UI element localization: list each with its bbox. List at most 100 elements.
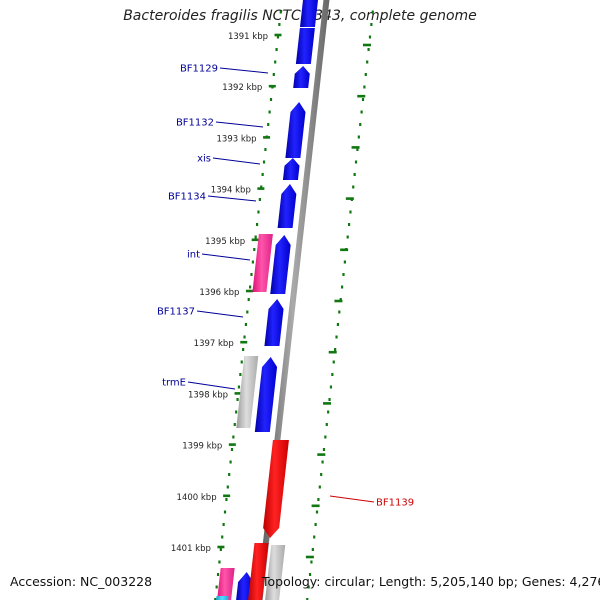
minor-tick-mark: [328, 350, 337, 354]
guide-dot: [327, 410, 330, 414]
guide-dot: [346, 235, 349, 239]
minor-tick-mark: [311, 504, 320, 508]
kbp-tick-label: 1400 kbp: [177, 493, 217, 503]
gene-label-bf1129: BF1129: [180, 64, 218, 75]
guide-dot: [260, 185, 263, 189]
cyan-feature: [216, 596, 229, 600]
guide-dot: [371, 10, 374, 14]
gene-label-trme: trmE: [162, 378, 186, 389]
kbp-tick-mark: [228, 443, 236, 446]
feature-track: [216, 0, 318, 600]
guide-dot: [222, 523, 225, 526]
guide-dot: [307, 585, 310, 589]
kbp-tick-label: 1399 kbp: [182, 442, 222, 452]
kbp-tick-label: 1397 kbp: [194, 339, 234, 349]
guide-dot: [228, 473, 231, 476]
guide-dot: [321, 460, 324, 464]
guide-dot: [262, 160, 266, 164]
guide-dot: [343, 260, 346, 264]
minor-tick-mark: [357, 94, 366, 98]
minor-tick-mark: [362, 43, 371, 47]
guide-dot: [361, 98, 365, 101]
guide-dot: [360, 110, 363, 114]
guide-dot: [364, 73, 367, 76]
cds-forward: [282, 158, 300, 180]
guide-dot: [272, 73, 275, 76]
guide-dot: [258, 198, 261, 201]
gene-label-bf1132: BF1132: [176, 118, 214, 129]
guide-dot: [331, 373, 334, 376]
guide-dot: [229, 460, 232, 464]
guide-dot: [230, 448, 234, 451]
kbp-tick-mark: [240, 340, 248, 344]
guide-dot: [226, 485, 229, 489]
guide-dot: [267, 123, 270, 126]
guide-dot: [320, 473, 323, 476]
guide-dot: [318, 485, 321, 489]
cds-forward: [285, 102, 306, 158]
guide-dot: [276, 35, 280, 39]
label-leader-line: [329, 495, 375, 503]
kbp-tick-mark: [217, 545, 225, 549]
guide-dot: [250, 273, 253, 276]
guide-dot: [335, 335, 338, 339]
guide-dot: [353, 173, 356, 176]
guide-dot: [359, 123, 362, 126]
cds-forward: [264, 299, 284, 346]
guide-dot: [352, 185, 355, 189]
guide-dot: [254, 235, 257, 239]
kbp-tick-mark: [245, 289, 253, 293]
minor-tick-mark: [351, 146, 360, 149]
topology-text: Topology: circular; Length: 5,205,140 bp…: [262, 574, 600, 589]
guide-dot: [329, 385, 333, 389]
minor-tick-mark: [305, 555, 314, 559]
guide-dot: [248, 285, 252, 289]
integrase-feature: [217, 568, 235, 600]
guide-dot: [215, 585, 218, 589]
guide-dot: [310, 560, 313, 564]
guide-dot: [268, 110, 271, 114]
guide-dot: [223, 510, 227, 514]
label-leader-line: [201, 253, 251, 261]
minor-tick-mark: [340, 248, 349, 252]
guide-dot: [247, 298, 250, 301]
minor-tick-mark: [334, 299, 343, 303]
guide-dot: [255, 223, 259, 226]
guide-dot: [370, 23, 373, 26]
guide-dot: [246, 310, 249, 314]
guide-dot: [342, 273, 345, 276]
guide-dot: [253, 248, 256, 251]
cds-forward: [295, 28, 315, 64]
minor-tick-mark: [323, 402, 332, 405]
guide-dot: [324, 435, 327, 439]
guide-dot: [308, 573, 312, 576]
guide-dot: [332, 360, 335, 364]
guide-dot: [325, 423, 328, 426]
guide-dot: [269, 98, 273, 101]
label-leader-line: [196, 310, 244, 318]
guide-dot: [340, 285, 344, 289]
kbp-tick-label: 1394 kbp: [211, 186, 251, 196]
label-leader-line: [207, 195, 257, 202]
guide-dot: [257, 210, 260, 214]
guide-dot: [328, 398, 331, 401]
guide-dot: [232, 435, 235, 439]
guide-dot: [243, 335, 246, 339]
guide-dot: [367, 48, 370, 51]
kbp-tick-label: 1396 kbp: [199, 288, 239, 298]
guide-dot: [306, 598, 309, 600]
guide-dot: [221, 535, 224, 539]
label-leader-line: [215, 121, 264, 128]
cds-reverse: [263, 440, 289, 538]
guide-dot: [219, 548, 222, 551]
cds-forward: [254, 357, 278, 432]
guide-dot: [363, 85, 366, 89]
guide-dot: [264, 148, 267, 151]
label-leader-line: [212, 157, 261, 165]
gene-label-xis: xis: [197, 154, 211, 165]
guide-dot: [356, 148, 359, 151]
minor-tick-mark: [317, 453, 326, 456]
guide-dot: [317, 498, 320, 501]
guide-dot: [237, 385, 241, 389]
